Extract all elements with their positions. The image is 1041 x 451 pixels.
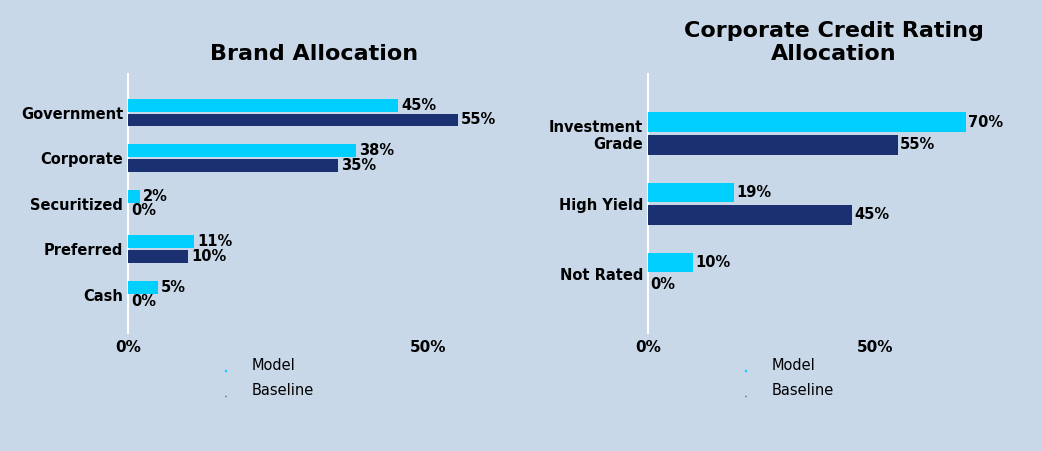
- Bar: [128, 114, 458, 126]
- Text: 55%: 55%: [461, 112, 497, 127]
- Text: 10%: 10%: [695, 255, 731, 270]
- Text: 38%: 38%: [359, 143, 395, 158]
- Bar: [128, 281, 158, 294]
- Bar: [648, 135, 897, 155]
- Text: 11%: 11%: [197, 235, 232, 249]
- Text: 5%: 5%: [161, 280, 186, 295]
- Bar: [128, 144, 356, 157]
- Text: 0%: 0%: [131, 203, 156, 218]
- Bar: [648, 205, 853, 225]
- Text: 35%: 35%: [341, 158, 376, 173]
- Text: 2%: 2%: [143, 189, 168, 204]
- Title: Brand Allocation: Brand Allocation: [210, 44, 418, 64]
- Bar: [128, 99, 398, 112]
- Bar: [648, 183, 734, 202]
- Text: 10%: 10%: [191, 249, 226, 264]
- Bar: [128, 235, 194, 248]
- Text: 45%: 45%: [855, 207, 890, 222]
- Bar: [648, 253, 693, 272]
- Text: 70%: 70%: [968, 115, 1004, 130]
- Legend: Model, Baseline: Model, Baseline: [739, 352, 839, 404]
- Bar: [128, 159, 338, 172]
- Text: 19%: 19%: [736, 185, 771, 200]
- Title: Corporate Credit Rating
Allocation: Corporate Credit Rating Allocation: [684, 21, 984, 64]
- Bar: [648, 112, 966, 132]
- Bar: [128, 190, 139, 202]
- Legend: Model, Baseline: Model, Baseline: [220, 352, 320, 404]
- Text: 55%: 55%: [899, 137, 935, 152]
- Text: 45%: 45%: [401, 98, 436, 113]
- Text: 0%: 0%: [131, 295, 156, 309]
- Bar: [128, 250, 188, 263]
- Text: 0%: 0%: [651, 277, 676, 292]
